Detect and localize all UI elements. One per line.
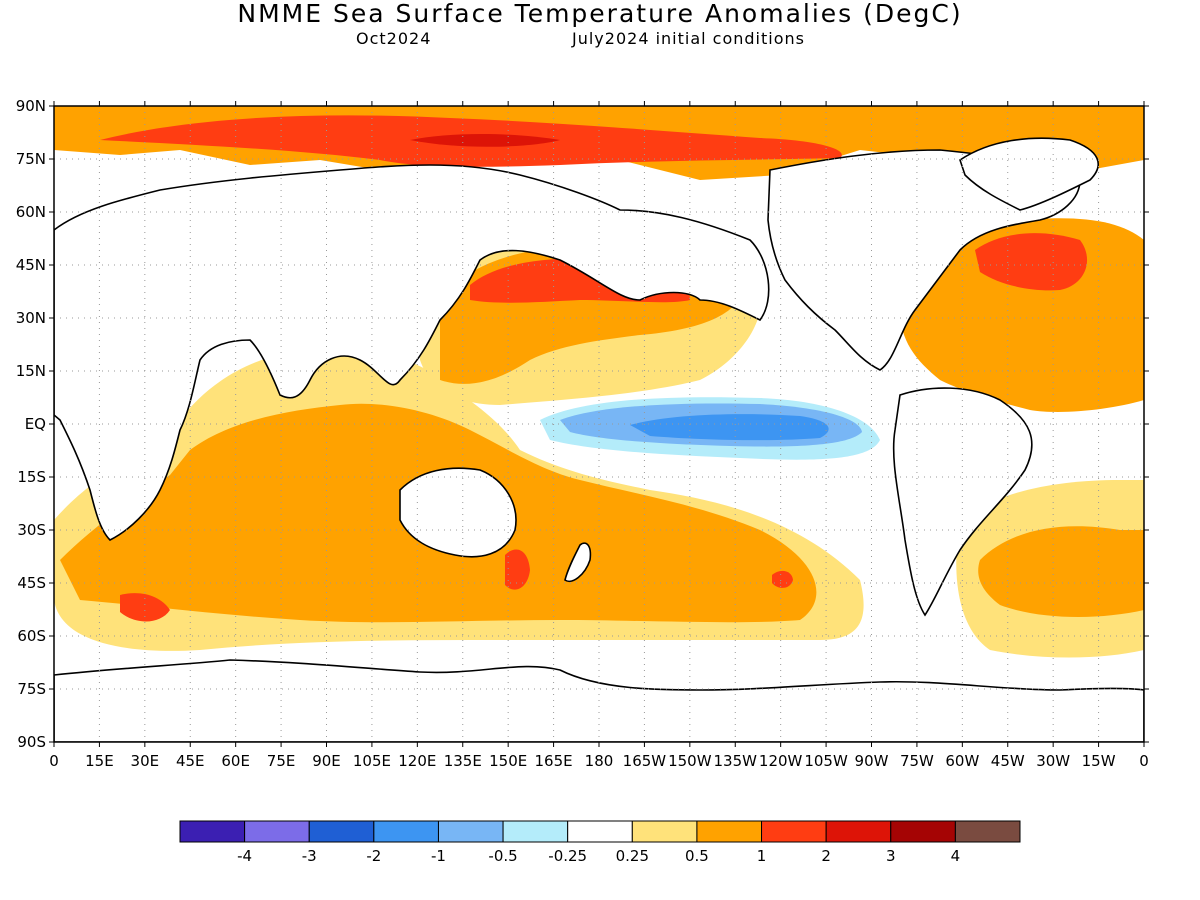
colorbar-label: -1 [431,847,446,865]
lat-label: EQ [25,415,46,433]
colorbar-swatch [502,820,569,843]
colorbar-swatch [631,820,698,843]
colorbar-label: 4 [951,847,961,865]
colorbar-swatch [825,820,892,843]
lon-label: 0 [1139,752,1149,770]
lon-label: 180 [585,752,614,770]
colorbar-label: -4 [237,847,252,865]
colorbar-label: 3 [886,847,896,865]
graticule [54,106,1144,742]
colorbar-label: -2 [366,847,381,865]
south-atlantic-1 [978,526,1144,617]
lon-label: 90W [855,752,889,770]
lon-label: 0 [49,752,59,770]
colorbar-label: 2 [821,847,831,865]
lon-label: 30E [131,752,160,770]
lat-label: 30N [16,309,46,327]
lon-label: 105E [353,752,391,770]
south-america [892,387,1033,617]
colorbar-swatch [696,820,763,843]
lon-label: 135E [444,752,482,770]
lon-label: 15E [85,752,114,770]
continents [54,137,1099,617]
new-zealand [564,542,592,582]
lon-label: 75W [900,752,934,770]
lon-label: 120E [398,752,436,770]
lon-label: 105W [804,752,848,770]
cold-tongue-1 [630,414,829,441]
colorbar-label: -0.5 [488,847,517,865]
colorbar-swatch [244,820,310,843]
lon-label: 60E [221,752,250,770]
greenland [959,137,1099,211]
valid-month: Oct2024 [356,29,432,48]
lon-label: 120W [759,752,803,770]
colorbar-label: -0.25 [548,847,587,865]
lat-label: 15S [17,468,46,486]
latitude-labels: 90N 75N 60N 45N 30N 15N EQ 15S 30S 45S 60S 75S 90S [16,97,46,751]
tasman-2 [505,549,530,590]
lon-label: 150W [668,752,712,770]
lon-label: 45E [176,752,205,770]
colorbar-swatch [373,820,439,843]
colorbar-swatch [437,820,504,843]
lat-label: 75N [16,150,46,168]
colorbar-label: -3 [302,847,317,865]
colorbar-label: 0.5 [685,847,709,865]
colorbar-swatch [954,820,1021,843]
lat-label: 45N [16,256,46,274]
lon-label: 165W [623,752,667,770]
lat-label: 60S [17,627,46,645]
lon-label: 90E [312,752,341,770]
lat-label: 90N [16,97,46,115]
colorbar-swatch [890,820,956,843]
africa-eurasia [54,164,770,541]
lon-label: 135W [714,752,758,770]
north-atlantic-2 [975,233,1088,291]
lat-label: 60N [16,203,46,221]
lat-label: 75S [17,680,46,698]
lat-label: 90S [17,733,46,751]
south-pacific-2 [772,570,793,588]
lon-label: 150E [489,752,527,770]
colorbar-label: 0.25 [616,847,649,865]
axis-ticks [49,101,1149,747]
map-title: NMME Sea Surface Temperature Anomalies (… [237,0,963,28]
lon-label: 15W [1082,752,1116,770]
initial-conditions: July2024 initial conditions [572,29,805,48]
colorbar-swatch [567,820,633,843]
lon-label: 165E [535,752,573,770]
north-america [767,149,1081,371]
colorbar-label: 1 [757,847,767,865]
colorbar-labels: -4 -3 -2 -1 -0.5 -0.25 0.25 0.5 1 2 3 4 [237,847,960,865]
arctic-anomaly-3 [410,134,560,147]
southern-ocean-2 [120,593,170,622]
longitude-labels: 0 15E 30E 45E 60E 75E 90E 105E 120E 135E 150E 165E 1… [49,752,1149,770]
australia [399,467,517,558]
lat-label: 15N [16,362,46,380]
lon-label: 30W [1036,752,1070,770]
lat-label: 45S [17,574,46,592]
colorbar-swatch [179,820,246,843]
lon-label: 60W [945,752,979,770]
colorbar-swatch [761,820,827,843]
colorbar-swatch [308,820,375,843]
lon-label: 75E [267,752,296,770]
colorbar [179,820,1021,843]
lat-label: 30S [17,521,46,539]
lon-label: 45W [991,752,1025,770]
